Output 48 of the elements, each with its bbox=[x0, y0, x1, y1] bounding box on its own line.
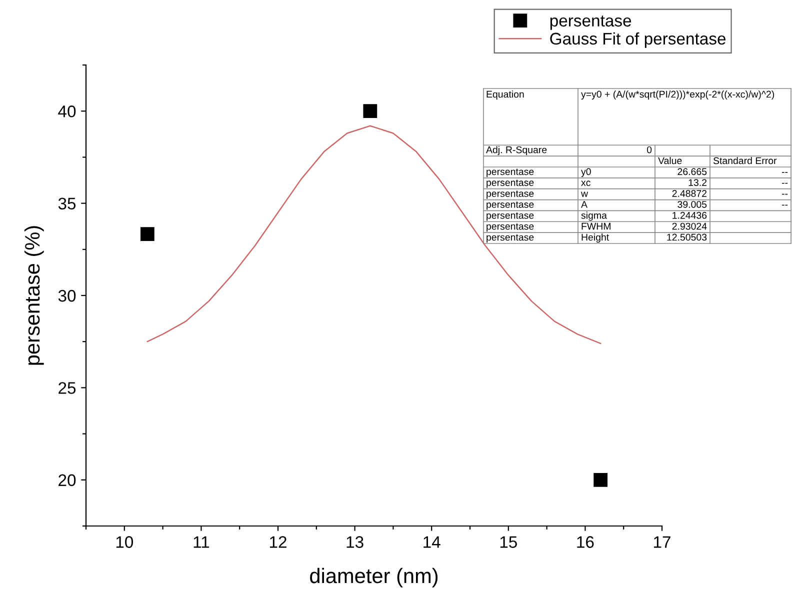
text: persentase bbox=[486, 201, 534, 210]
text: 0 bbox=[646, 146, 652, 154]
y-tick-label: 20 bbox=[58, 474, 76, 486]
text: Equation bbox=[486, 90, 524, 100]
text: 12.50503 bbox=[667, 234, 707, 241]
text: y0 bbox=[581, 168, 591, 177]
text: 2.48872 bbox=[672, 190, 707, 197]
text: Adj. R-Square bbox=[486, 146, 547, 156]
text: persentase bbox=[486, 212, 534, 221]
text: persentase bbox=[486, 190, 534, 199]
text: w bbox=[580, 192, 588, 197]
text: persentase bbox=[486, 234, 534, 243]
x-tick-label: 14 bbox=[424, 536, 440, 548]
text: A bbox=[581, 201, 588, 208]
legend-label: persentase bbox=[550, 16, 632, 30]
text: -- bbox=[782, 194, 788, 195]
x-tick-label: 17 bbox=[654, 536, 670, 548]
x-tick-label: 11 bbox=[194, 536, 210, 548]
text: persentase bbox=[486, 168, 534, 177]
text: -- bbox=[782, 182, 788, 184]
y-tick-label: 25 bbox=[58, 382, 76, 394]
text: y=y0 + (A/(w*sqrt(PI/2)))*exp(-2*((x-xc)/w)^2) bbox=[581, 90, 774, 100]
text: 1.24436 bbox=[672, 212, 707, 219]
text: Standard Error bbox=[713, 156, 777, 164]
text: FWHM bbox=[582, 222, 610, 230]
y-tick-label: 30 bbox=[58, 290, 76, 302]
text: 39.005 bbox=[678, 200, 707, 208]
x-tick-label: 12 bbox=[270, 536, 286, 548]
x-tick-label: 13 bbox=[346, 536, 364, 548]
text: -- bbox=[782, 204, 788, 206]
text: 13.2 bbox=[688, 179, 707, 186]
legend-label: Gauss Fit of persentase bbox=[550, 32, 726, 48]
x-tick-label: 10 bbox=[116, 536, 134, 548]
text: persentase bbox=[486, 223, 534, 232]
x-tick-label: 15 bbox=[500, 536, 517, 548]
text: Value bbox=[658, 156, 682, 164]
x-tick-label: 16 bbox=[577, 536, 594, 548]
text: xc bbox=[581, 180, 590, 186]
text: persentase bbox=[486, 180, 534, 188]
y-axis-title: persentase (%) bbox=[24, 226, 44, 365]
text: Height bbox=[582, 234, 610, 243]
text: 26.665 bbox=[678, 168, 707, 176]
y-tick-label: 35 bbox=[58, 198, 76, 210]
y-tick-label: 40 bbox=[58, 106, 76, 118]
text: 2.93024 bbox=[672, 222, 707, 230]
text: -- bbox=[782, 172, 788, 173]
text: sigma bbox=[581, 212, 607, 221]
x-axis-title: diameter (nm) bbox=[310, 568, 438, 588]
